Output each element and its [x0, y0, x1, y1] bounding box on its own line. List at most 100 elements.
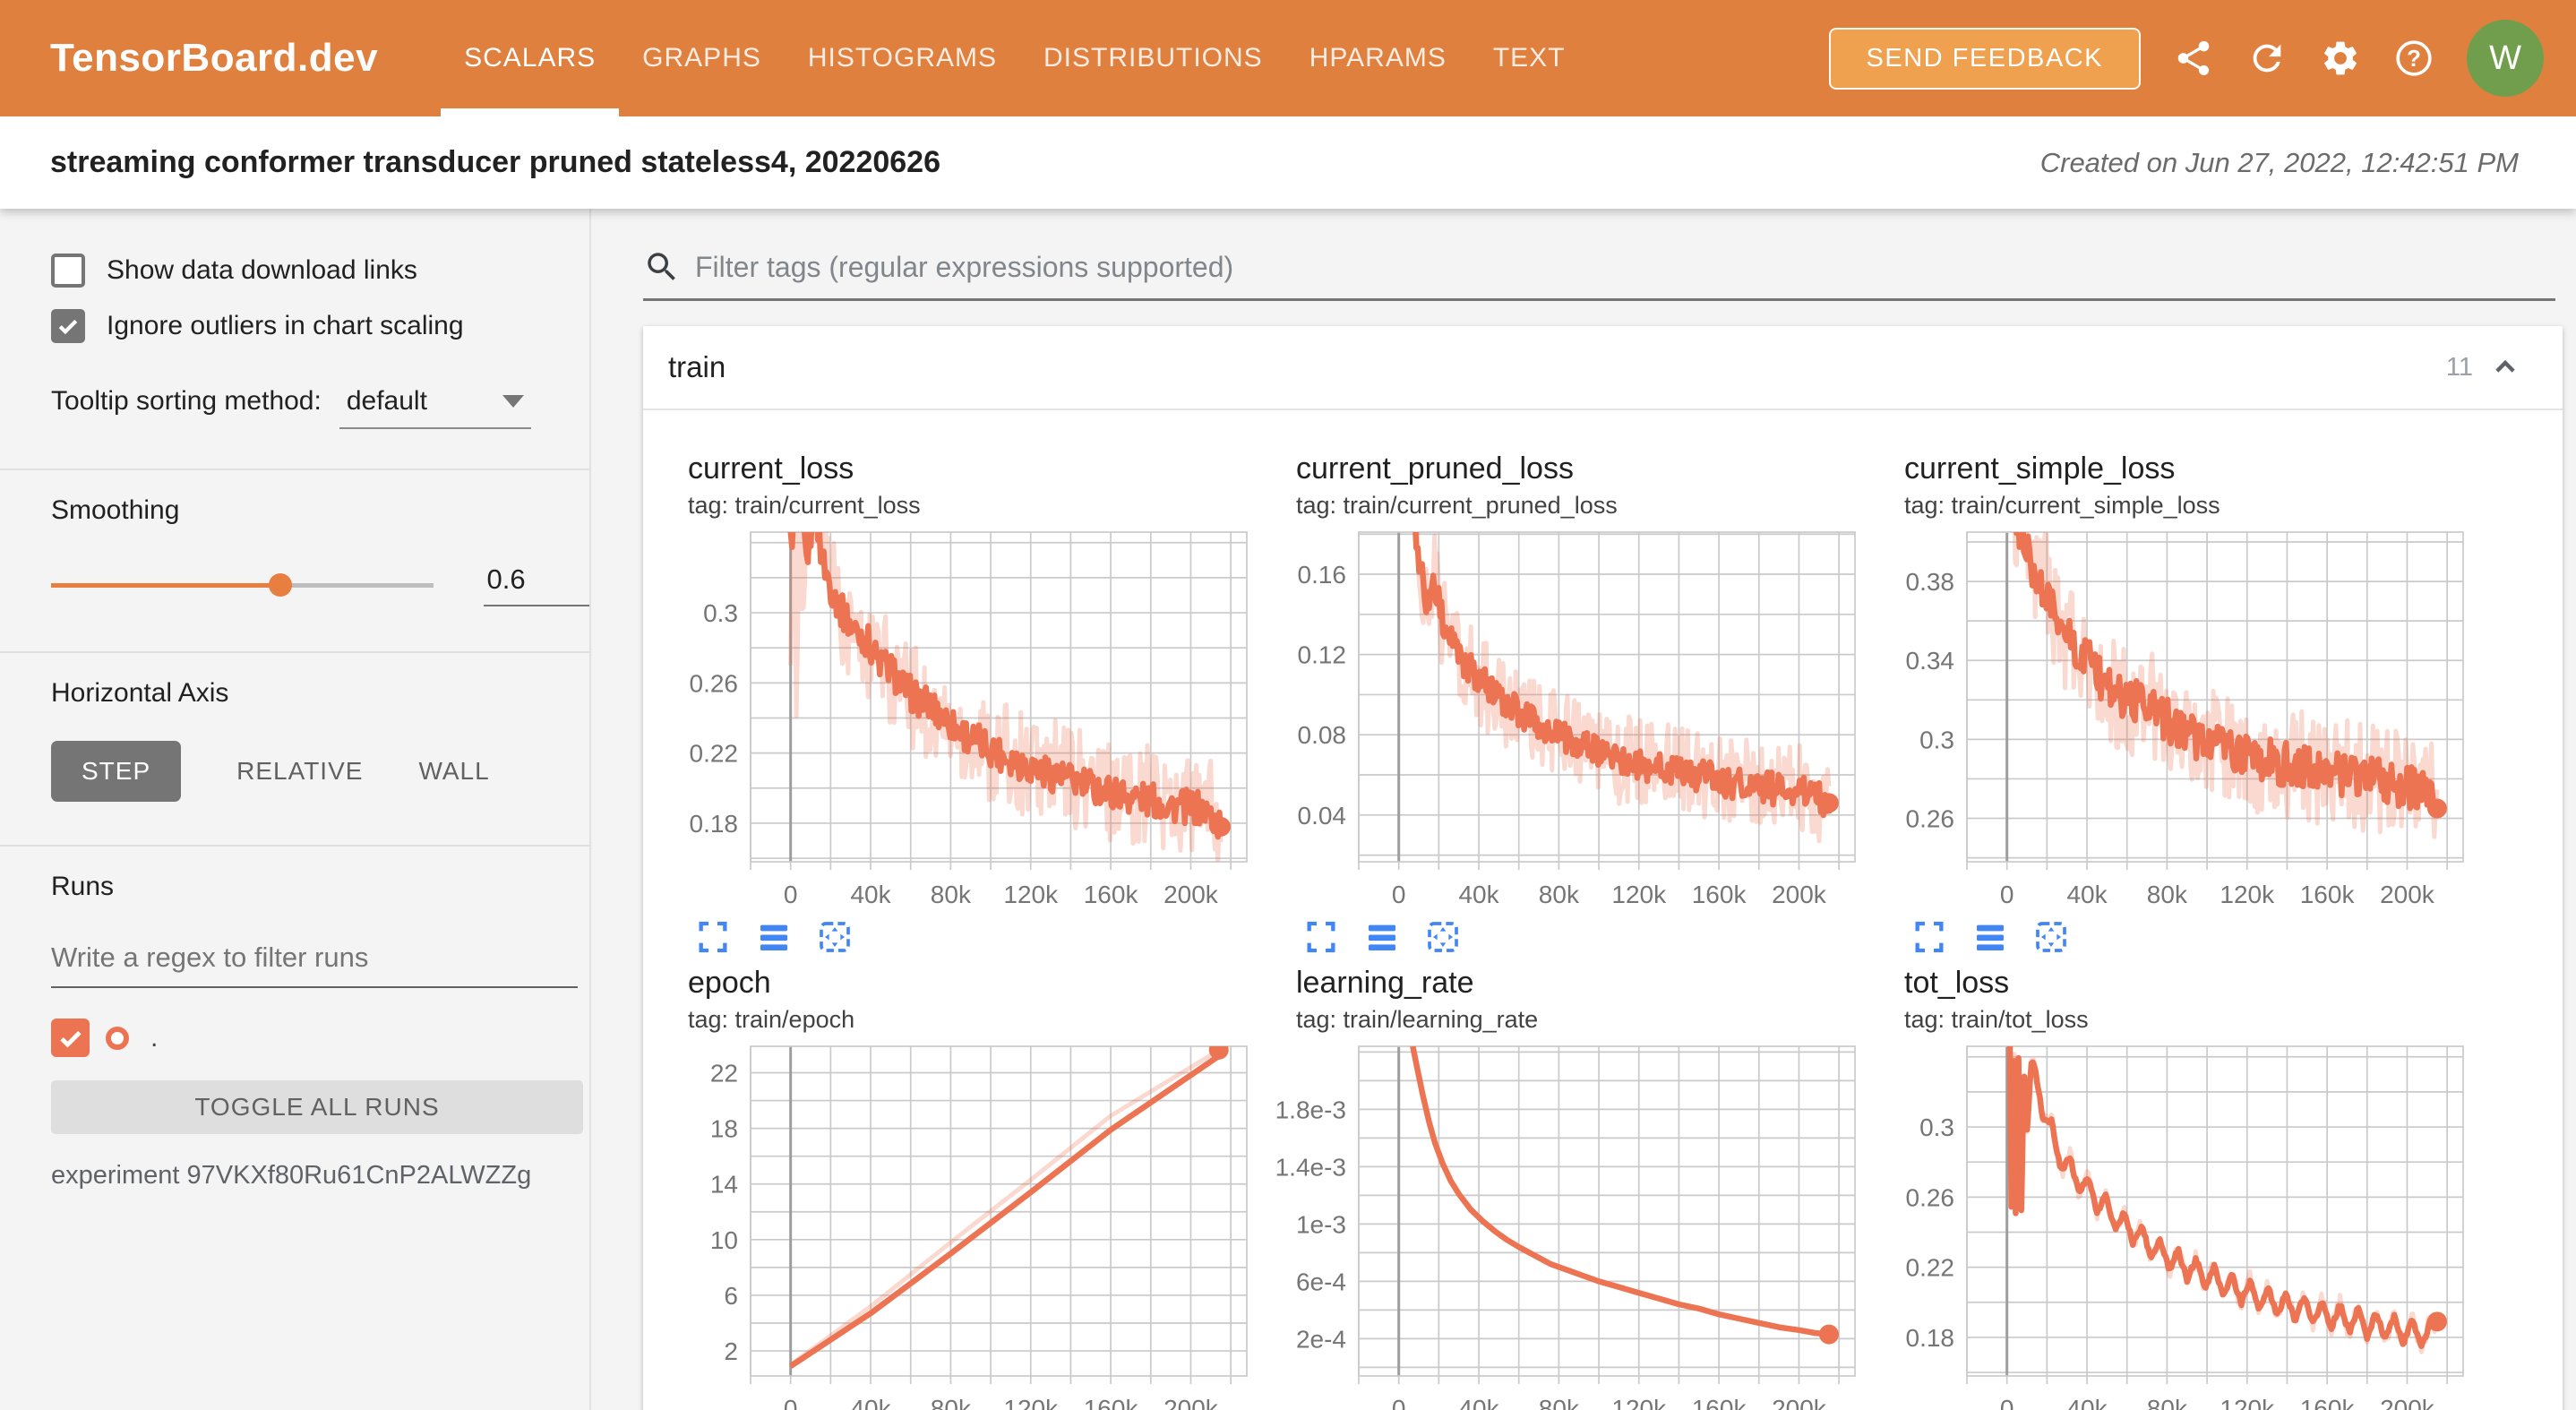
chart-plot-current-pruned-loss[interactable]: 0 40k 80k 120k 160k 200k 0.04 0.08 0.12 0.16 — [1273, 527, 1864, 912]
run-checkbox[interactable] — [51, 1019, 90, 1057]
share-icon[interactable] — [2173, 38, 2214, 79]
svg-text:120k: 120k — [1003, 1395, 1059, 1410]
chart-tag: tag: train/learning_rate — [1296, 1006, 1539, 1033]
tooltip-sort-dropdown[interactable]: default — [339, 384, 531, 429]
fit-domain-icon[interactable] — [817, 919, 853, 955]
svg-text:80k: 80k — [931, 881, 972, 908]
svg-text:0.3: 0.3 — [1919, 1113, 1954, 1141]
chart-current-pruned-loss: current_pruned_loss tag: train/current_p… — [1273, 451, 1881, 955]
svg-text:40k: 40k — [1458, 881, 1499, 908]
tab-graphs[interactable]: GRAPHS — [642, 43, 761, 73]
chart-tag: tag: train/current_simple_loss — [1904, 492, 2220, 519]
help-icon[interactable]: ? — [2393, 38, 2434, 79]
svg-text:0.26: 0.26 — [690, 669, 739, 697]
fit-domain-icon[interactable] — [1425, 919, 1461, 955]
smoothing-label: Smoothing — [51, 495, 180, 525]
svg-text:6e-4: 6e-4 — [1296, 1268, 1346, 1295]
chart-plot-current-simple-loss[interactable]: 0 40k 80k 120k 160k 200k 0.26 0.3 0.34 0.38 — [1881, 527, 2472, 912]
svg-text:160k: 160k — [1084, 881, 1139, 908]
horizontal-axis-label: Horizontal Axis — [51, 678, 229, 708]
fit-domain-icon[interactable] — [2033, 919, 2069, 955]
chart-tag: tag: train/epoch — [688, 1006, 855, 1033]
chart-plot-learning-rate[interactable]: 0 40k 80k 120k 160k 200k 2e-4 6e-4 1e-3 1.4e-3 1.8… — [1273, 1041, 1864, 1410]
svg-text:0.22: 0.22 — [1906, 1254, 1955, 1282]
chevron-down-icon — [502, 395, 524, 408]
refresh-icon[interactable] — [2246, 38, 2288, 79]
svg-text:0: 0 — [1392, 1395, 1406, 1410]
toggle-all-runs-button[interactable]: TOGGLE ALL RUNS — [51, 1080, 583, 1134]
toggle-y-axis-icon[interactable] — [1972, 919, 2008, 955]
svg-text:80k: 80k — [1539, 881, 1580, 908]
app-title: TensorBoard.dev — [50, 36, 379, 80]
svg-text:0.3: 0.3 — [1919, 726, 1954, 753]
slider-knob[interactable] — [268, 573, 292, 597]
chart-learning-rate: learning_rate tag: train/learning_rate 0… — [1273, 966, 1881, 1410]
chart-tag: tag: train/current_loss — [688, 492, 921, 519]
svg-text:2: 2 — [724, 1337, 738, 1365]
tab-hparams[interactable]: HPARAMS — [1309, 43, 1447, 73]
chart-count-badge: 11 — [2445, 352, 2473, 382]
toggle-y-axis-icon[interactable] — [756, 919, 792, 955]
send-feedback-button[interactable]: SEND FEEDBACK — [1828, 27, 2141, 90]
svg-text:80k: 80k — [2147, 881, 2188, 908]
chart-plot-epoch[interactable]: 0 40k 80k 120k 160k 200k 2 6 10 14 18 22 — [665, 1041, 1256, 1410]
svg-text:160k: 160k — [2300, 881, 2356, 908]
tab-text[interactable]: TEXT — [1492, 43, 1566, 73]
settings-gear-icon[interactable] — [2320, 38, 2361, 79]
svg-text:0.26: 0.26 — [1906, 805, 1955, 833]
settings-sidebar: Show data download links Ignore outliers… — [0, 209, 591, 1410]
divider — [0, 651, 589, 653]
smoothing-slider[interactable] — [51, 568, 434, 602]
ignore-outliers-checkbox[interactable] — [51, 309, 85, 343]
axis-step-button[interactable]: STEP — [51, 741, 182, 802]
ignore-outliers-row[interactable]: Ignore outliers in chart scaling — [51, 309, 589, 343]
tab-distributions[interactable]: DISTRIBUTIONS — [1043, 43, 1263, 73]
expand-chart-icon[interactable] — [695, 919, 731, 955]
chart-title: learning_rate — [1296, 966, 1474, 1000]
chart-title: current_loss — [688, 451, 854, 486]
chart-plot-current-loss[interactable]: 0 40k 80k 120k 160k 200k 0.18 0.22 0.26 0.3 — [665, 527, 1256, 912]
chart-plot-tot-loss[interactable]: 0 40k 80k 120k 160k 200k 0.18 0.22 0.26 0.3 — [1881, 1041, 2472, 1410]
train-card-header[interactable]: train 11 — [643, 326, 2563, 410]
svg-text:0: 0 — [784, 881, 798, 908]
svg-text:80k: 80k — [1539, 1395, 1580, 1410]
run-color-swatch[interactable] — [106, 1026, 129, 1050]
svg-text:80k: 80k — [2147, 1395, 2188, 1410]
axis-relative-button[interactable]: RELATIVE — [236, 741, 363, 802]
runs-label: Runs — [51, 872, 115, 901]
show-download-links-row[interactable]: Show data download links — [51, 254, 589, 288]
filter-tags-row — [643, 248, 2555, 301]
show-download-checkbox[interactable] — [51, 254, 85, 288]
chart-toolbar — [695, 919, 1273, 955]
tab-histograms[interactable]: HISTOGRAMS — [807, 43, 998, 73]
expand-chart-icon[interactable] — [1303, 919, 1339, 955]
svg-text:1.4e-3: 1.4e-3 — [1275, 1153, 1346, 1181]
smoothing-value[interactable]: 0.6 — [483, 563, 589, 606]
svg-text:0.38: 0.38 — [1906, 568, 1955, 596]
expand-chart-icon[interactable] — [1911, 919, 1947, 955]
show-download-label: Show data download links — [107, 255, 417, 285]
charts-grid: current_loss tag: train/current_loss 0 40… — [643, 410, 2563, 1410]
svg-text:10: 10 — [710, 1226, 738, 1254]
svg-text:0: 0 — [784, 1395, 798, 1410]
filter-tags-input[interactable] — [695, 250, 2555, 284]
svg-text:200k: 200k — [1772, 881, 1827, 908]
toggle-y-axis-icon[interactable] — [1364, 919, 1400, 955]
tooltip-sort-label: Tooltip sorting method: — [51, 386, 322, 416]
slider-fill — [51, 583, 280, 588]
card-title: train — [668, 350, 726, 383]
avatar[interactable]: W — [2467, 20, 2544, 97]
chart-current-loss: current_loss tag: train/current_loss 0 40… — [665, 451, 1273, 955]
svg-text:18: 18 — [710, 1115, 738, 1143]
chevron-up-icon[interactable] — [2487, 349, 2523, 385]
svg-text:1e-3: 1e-3 — [1296, 1210, 1346, 1238]
svg-text:6: 6 — [724, 1282, 738, 1310]
axis-wall-button[interactable]: WALL — [418, 741, 489, 802]
nav-tabs: SCALARS GRAPHS HISTOGRAMS DISTRIBUTIONS … — [441, 0, 1588, 116]
svg-text:0.18: 0.18 — [690, 810, 739, 838]
ignore-outliers-label: Ignore outliers in chart scaling — [107, 311, 464, 340]
svg-text:120k: 120k — [2220, 881, 2275, 908]
tab-scalars[interactable]: SCALARS — [441, 0, 620, 116]
runs-regex-input[interactable] — [51, 938, 578, 988]
svg-text:40k: 40k — [850, 881, 891, 908]
